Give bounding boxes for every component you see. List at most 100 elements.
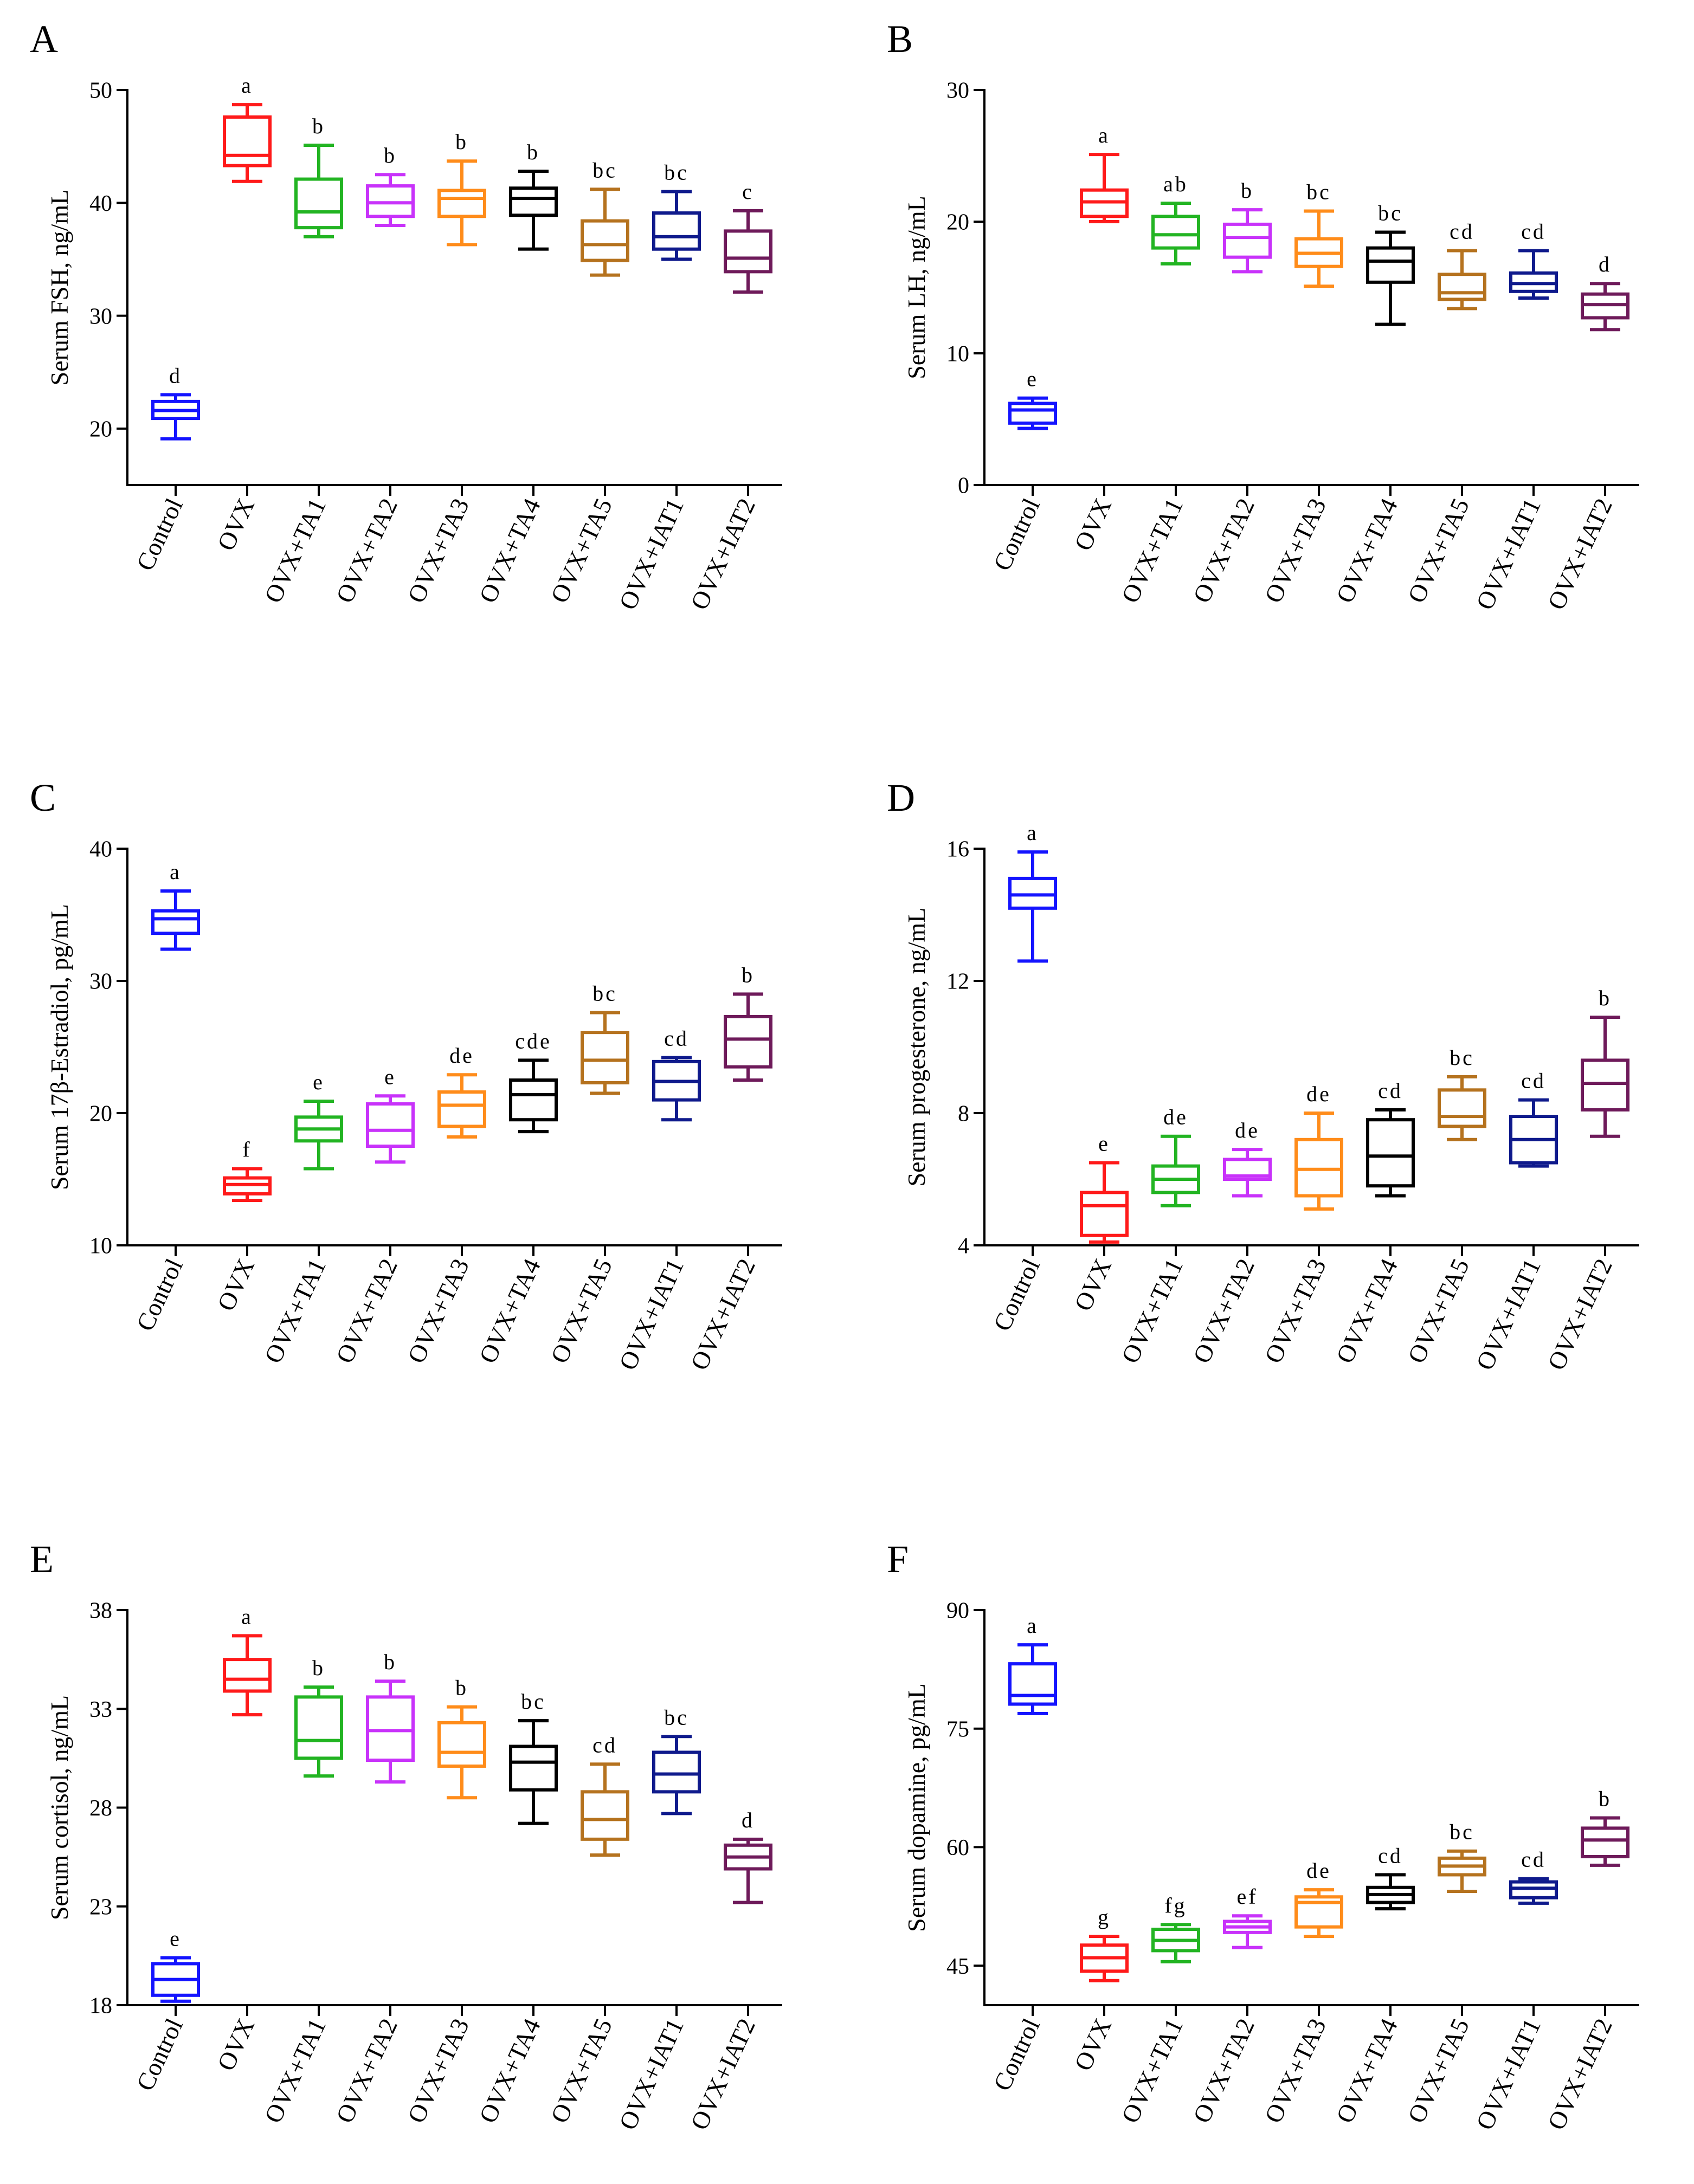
y-tick-label: 12 bbox=[946, 970, 969, 994]
box-plot-control bbox=[1008, 1643, 1057, 1715]
significance-letter: g bbox=[1098, 1905, 1111, 1929]
y-tick-label: 10 bbox=[946, 342, 969, 367]
significance-letter: de bbox=[1235, 1118, 1260, 1142]
y-tick-label: 40 bbox=[89, 191, 112, 216]
box-plot-ovx-ta5 bbox=[581, 1762, 629, 1857]
iqr-box bbox=[1366, 1118, 1415, 1188]
y-axis-label: Serum progesterone, ng/mL bbox=[903, 908, 930, 1187]
x-tick-label: OVX+IAT2 bbox=[685, 1255, 761, 1374]
significance-letter: e bbox=[170, 1927, 182, 1951]
x-tick-label: OVX+TA4 bbox=[474, 494, 546, 607]
panel-label: A bbox=[30, 17, 58, 61]
iqr-box bbox=[1008, 876, 1057, 910]
x-tick-label: OVX+IAT1 bbox=[614, 494, 689, 614]
y-tick-label: 30 bbox=[89, 304, 112, 329]
x-tick-label: OVX+TA5 bbox=[545, 1255, 617, 1367]
iqr-box bbox=[1581, 1058, 1629, 1112]
box-plot-ovx-iat2 bbox=[1581, 1016, 1629, 1138]
panel-e: E Serum cortisol, ng/mL 18 23 28 33 38 Control e… bbox=[30, 1537, 782, 2134]
significance-letter: a bbox=[241, 1604, 253, 1629]
x-tick-label: OVX+IAT2 bbox=[685, 2014, 761, 2134]
box-plot-ovx-ta2 bbox=[1223, 1148, 1272, 1198]
box-plot-ovx-ta1 bbox=[1151, 1923, 1200, 1963]
box-plot-control bbox=[1008, 396, 1057, 430]
significance-letter: e bbox=[313, 1070, 325, 1094]
significance-letter: f bbox=[242, 1137, 252, 1161]
iqr-box bbox=[1151, 215, 1200, 250]
iqr-box bbox=[724, 1015, 772, 1069]
box-plot-ovx-iat2 bbox=[724, 992, 772, 1082]
y-tick-label: 30 bbox=[89, 970, 112, 994]
box-plot-ovx-ta1 bbox=[1151, 201, 1200, 266]
y-tick-label: 75 bbox=[946, 1717, 969, 1742]
x-tick-label: OVX+TA5 bbox=[545, 494, 617, 607]
box-plot-ovx-ta3 bbox=[437, 1073, 486, 1139]
significance-letter: bc bbox=[1378, 201, 1403, 225]
box-plot-ovx-ta2 bbox=[1223, 1914, 1272, 1949]
panel-b: B Serum LH, ng/mL 0 10 20 30 Control e OVX a OVX+T… bbox=[887, 17, 1639, 614]
x-tick-label: OVX+IAT1 bbox=[1471, 2014, 1546, 2134]
significance-letter: b bbox=[384, 143, 397, 167]
significance-letter: bc bbox=[592, 158, 617, 182]
box-plot-ovx-ta4 bbox=[1366, 1873, 1415, 1911]
significance-letter: de bbox=[449, 1043, 474, 1068]
significance-letter: a bbox=[241, 73, 253, 98]
iqr-box bbox=[294, 1695, 343, 1760]
x-tick-label: OVX+TA3 bbox=[402, 1255, 474, 1367]
significance-letter: cd bbox=[1378, 1843, 1403, 1868]
x-tick-label: Control bbox=[131, 1255, 188, 1335]
iqr-box bbox=[151, 909, 200, 935]
iqr-box bbox=[1223, 1158, 1272, 1181]
x-tick-label: OVX+IAT2 bbox=[1542, 494, 1618, 614]
box-plot-ovx-ta5 bbox=[1438, 1849, 1486, 1894]
x-tick-label: OVX+TA5 bbox=[1402, 2014, 1474, 2127]
significance-letter: bc bbox=[1450, 1045, 1474, 1070]
y-tick-label: 18 bbox=[89, 1994, 112, 2019]
y-tick-label: 28 bbox=[89, 1796, 112, 1821]
significance-letter: bc bbox=[664, 160, 689, 184]
x-tick-label: OVX+IAT1 bbox=[1471, 494, 1546, 614]
y-tick-label: 23 bbox=[89, 1895, 112, 1920]
x-tick-label: OVX bbox=[1069, 494, 1117, 555]
x-tick-label: OVX+IAT2 bbox=[685, 494, 761, 614]
iqr-box bbox=[223, 1658, 272, 1693]
y-tick-label: 38 bbox=[89, 1599, 112, 1624]
significance-letter: de bbox=[1306, 1082, 1331, 1106]
box-plot-ovx-ta3 bbox=[437, 1705, 486, 1800]
x-tick-label: OVX+IAT2 bbox=[1542, 1255, 1618, 1374]
box-plot-ovx-ta4 bbox=[1366, 230, 1415, 326]
y-tick-label: 20 bbox=[89, 1102, 112, 1127]
box-plot-ovx-ta2 bbox=[366, 1094, 415, 1164]
x-tick-label: OVX+IAT1 bbox=[614, 2014, 689, 2134]
significance-letter: a bbox=[170, 860, 182, 884]
y-tick-label: 33 bbox=[89, 1697, 112, 1722]
panel-f: F Serum dopamine, pg/mL 45 60 75 90 Control a OV… bbox=[887, 1537, 1639, 2134]
x-tick-label: OVX+TA3 bbox=[1259, 494, 1331, 607]
box-plot-ovx-ta4 bbox=[1366, 1108, 1415, 1198]
box-plot-ovx-iat1 bbox=[1509, 1877, 1558, 1905]
x-tick-label: OVX+TA5 bbox=[1402, 494, 1474, 607]
significance-letter: cde bbox=[515, 1029, 552, 1053]
box-plot-ovx-ta4 bbox=[509, 1058, 558, 1134]
box-plot-ovx bbox=[223, 1634, 272, 1717]
box-plot-ovx-ta2 bbox=[1223, 208, 1272, 274]
iqr-box bbox=[366, 1102, 415, 1148]
significance-letter: d bbox=[169, 363, 182, 387]
significance-letter: de bbox=[1163, 1105, 1188, 1129]
x-tick-label: OVX bbox=[212, 494, 260, 555]
x-tick-label: OVX+TA5 bbox=[545, 2014, 617, 2127]
x-tick-label: OVX+TA3 bbox=[402, 494, 474, 607]
y-axis-label: Serum cortisol, ng/mL bbox=[46, 1695, 73, 1920]
iqr-box bbox=[1581, 1826, 1629, 1858]
significance-letter: e bbox=[384, 1064, 396, 1089]
x-tick-label: OVX+TA3 bbox=[1259, 1255, 1331, 1367]
box-plot-ovx-ta1 bbox=[294, 1685, 343, 1778]
x-tick-label: OVX bbox=[1069, 2014, 1117, 2075]
x-tick-label: OVX+TA1 bbox=[259, 494, 331, 607]
x-tick-label: OVX+TA1 bbox=[1116, 2014, 1188, 2127]
y-tick-label: 20 bbox=[89, 417, 112, 442]
y-tick-label: 90 bbox=[946, 1599, 969, 1624]
iqr-box bbox=[1366, 246, 1415, 284]
significance-letter: de bbox=[1306, 1858, 1331, 1883]
